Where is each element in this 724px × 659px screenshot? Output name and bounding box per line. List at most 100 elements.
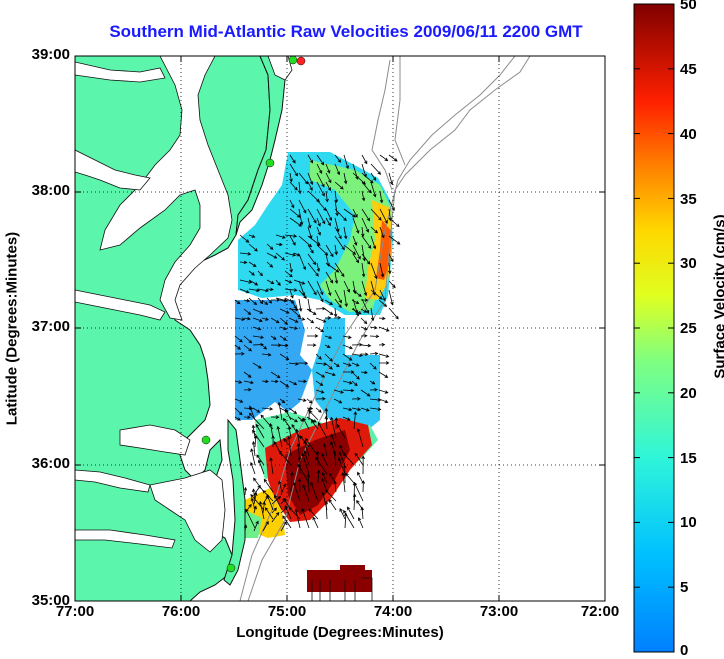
velocity-vector [297, 478, 302, 493]
velocity-vector [369, 407, 382, 411]
velocity-vector [388, 154, 398, 162]
velocity-vector [330, 441, 337, 457]
velocity-vector [330, 433, 337, 448]
velocity-vector [334, 208, 347, 222]
y-tick-label: 38:00 [31, 182, 70, 199]
station-marker [226, 563, 236, 573]
velocity-vector [325, 244, 334, 258]
velocity-vector [253, 505, 257, 514]
velocity-vector [388, 235, 401, 245]
velocity-vector [343, 509, 355, 529]
velocity-vector [378, 299, 388, 307]
velocity-vector [298, 208, 304, 226]
velocity-vector [351, 362, 360, 367]
velocity-vector [325, 280, 332, 297]
velocity-vector [287, 435, 292, 457]
velocity-vector [387, 262, 392, 275]
velocity-vector [315, 407, 322, 413]
velocity-vector [361, 298, 370, 314]
velocity-vector [243, 308, 252, 315]
velocity-vector [342, 464, 347, 484]
velocity-vector [298, 172, 309, 185]
velocity-vector [321, 453, 328, 466]
velocity-vector [307, 262, 319, 277]
velocity-vector [284, 252, 297, 257]
velocity-vector [361, 253, 371, 265]
velocity-vector [306, 398, 313, 404]
velocity-vector [261, 317, 269, 321]
velocity-vector [332, 449, 337, 466]
velocity-vector [342, 452, 355, 466]
velocity-vector [352, 253, 360, 264]
river-neuse [75, 529, 176, 549]
velocity-vector [369, 351, 379, 356]
velocity-vector [369, 380, 376, 385]
velocity-vector [353, 411, 358, 430]
velocity-vector [361, 262, 366, 278]
colorbar-tick-label: 20 [680, 385, 697, 402]
velocity-vector [334, 181, 344, 190]
velocity-vector [307, 181, 313, 191]
velocity-vector [324, 415, 329, 430]
velocity-vector [310, 481, 319, 502]
velocity-vector [324, 362, 333, 370]
velocity-vector [270, 335, 277, 340]
velocity-vector [342, 407, 353, 412]
velocity-vector [360, 343, 372, 348]
velocity-vector [316, 226, 321, 236]
velocity-vector [306, 473, 311, 493]
bathymetry-contour-shelf [371, 59, 393, 191]
velocity-vector [264, 507, 274, 520]
velocity-vector [278, 450, 292, 466]
velocity-vector [278, 480, 283, 493]
bathymetry-contours [239, 56, 531, 601]
velocity-vector [379, 154, 389, 162]
velocity-vector [266, 279, 275, 284]
velocity-vector [307, 334, 319, 338]
velocity-vector [259, 500, 265, 520]
velocity-vector [266, 252, 278, 259]
velocity-vector [292, 481, 301, 502]
velocity-vector [289, 289, 294, 299]
x-tick-label: 73:00 [479, 603, 519, 620]
velocity-vector [234, 299, 241, 305]
velocity-vector [360, 298, 369, 302]
velocity-vector [271, 507, 277, 514]
velocity-vector [334, 154, 342, 163]
velocity-vector [379, 190, 384, 204]
velocity-vector [251, 424, 256, 439]
velocity-vector [280, 483, 286, 496]
velocity-vector [343, 370, 355, 374]
velocity-vector [342, 380, 353, 385]
velocity-vector [342, 362, 352, 367]
velocity-vector [295, 428, 301, 448]
velocity-vector [357, 471, 364, 484]
velocity-vector [280, 498, 286, 505]
velocity-vector [378, 326, 390, 332]
velocity-vector [270, 415, 280, 419]
velocity-vector [243, 316, 251, 321]
velocity-vector [288, 317, 299, 323]
velocity-vector [307, 217, 312, 229]
velocity-vector [325, 217, 331, 227]
velocity-vector [388, 307, 399, 320]
colorbar-tick-label: 0 [680, 642, 689, 659]
velocity-vector [279, 308, 290, 314]
colorbar-tick-label: 15 [680, 450, 697, 467]
velocity-vector [282, 515, 292, 529]
velocity-vector [266, 287, 274, 292]
velocity-vector [289, 208, 301, 218]
velocity-vector [297, 379, 307, 384]
velocity-vector [324, 371, 336, 377]
velocity-vector [306, 317, 315, 324]
velocity-vector [289, 199, 295, 209]
velocity-vector [325, 208, 332, 222]
velocity-vector [257, 297, 264, 305]
velocity-vector [361, 208, 370, 222]
velocity-vector [378, 353, 390, 358]
velocity-vector [378, 342, 386, 347]
velocity-vector [343, 244, 357, 255]
velocity-vector [298, 289, 307, 299]
velocity-vector [337, 423, 346, 439]
colorbar-tick-label: 45 [680, 61, 697, 78]
